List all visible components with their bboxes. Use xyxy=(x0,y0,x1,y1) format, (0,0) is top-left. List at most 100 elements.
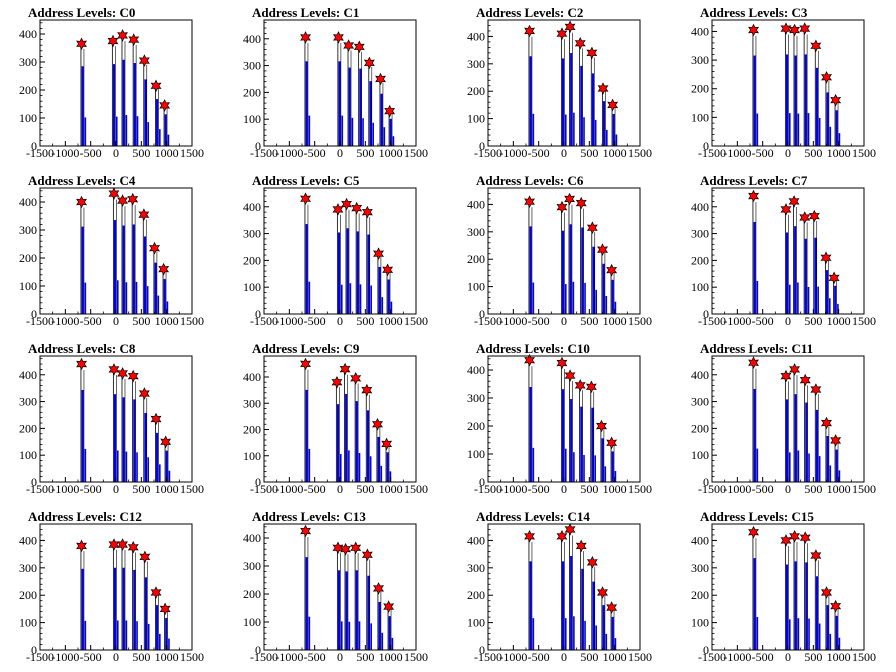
peak-marker-star xyxy=(606,436,618,450)
histogram-bar xyxy=(564,114,567,146)
histogram-bar xyxy=(386,452,389,482)
x-tick-label: 0 xyxy=(113,482,119,496)
x-tick-label: -1000 xyxy=(499,146,527,160)
x-tick-label: 1000 xyxy=(155,650,179,664)
x-tick-label: -500 xyxy=(304,650,326,664)
x-tick-label: 500 xyxy=(356,650,374,664)
histogram-bar xyxy=(834,285,837,314)
peak-marker-star xyxy=(300,192,312,206)
y-tick-label: 300 xyxy=(467,225,485,239)
histogram-bar xyxy=(835,110,838,146)
histogram-bar xyxy=(605,295,608,314)
histogram-bar xyxy=(355,401,358,482)
x-tick-label: 500 xyxy=(804,482,822,496)
x-tick-label: -500 xyxy=(304,146,326,160)
y-tick-label: 200 xyxy=(467,84,485,98)
x-tick-label: -1000 xyxy=(275,482,303,496)
histogram-bar xyxy=(573,616,575,650)
y-tick-label: 200 xyxy=(691,82,709,96)
histogram-bar xyxy=(584,620,586,650)
peak-marker-star xyxy=(341,197,352,211)
histogram-bar xyxy=(136,621,138,650)
histogram-bar xyxy=(154,262,157,314)
peak-marker-star xyxy=(585,380,597,394)
peak-marker-star xyxy=(799,211,811,224)
histogram-bar xyxy=(581,227,584,314)
x-tick-label: -500 xyxy=(528,650,550,664)
x-tick-label: 1500 xyxy=(404,650,428,664)
histogram-bar xyxy=(570,399,573,482)
peak-marker-star xyxy=(575,539,587,553)
x-tick-label: 500 xyxy=(132,314,150,328)
peak-marker-star xyxy=(556,356,568,370)
chart-panel: Address Levels: C11 0 100 200 300 400 -1500 -10… xyxy=(672,336,896,504)
peak-marker-star xyxy=(789,529,800,543)
histogram-bar xyxy=(348,621,351,650)
peak-marker-star xyxy=(138,208,150,221)
x-tick-label: -500 xyxy=(528,146,550,160)
histogram-bar xyxy=(146,286,149,314)
histogram-bar xyxy=(756,617,759,650)
x-tick-label: 1000 xyxy=(603,314,627,328)
histogram-bar xyxy=(788,284,791,314)
x-tick-label: -1500 xyxy=(474,650,502,664)
x-tick-label: 1000 xyxy=(827,650,851,664)
y-tick-label: 0 xyxy=(703,139,709,153)
peak-marker-star xyxy=(76,357,88,371)
histogram-bar xyxy=(370,623,372,650)
peak-marker-star xyxy=(128,33,140,46)
peak-marker-star xyxy=(127,192,139,206)
y-tick-label: 400 xyxy=(467,363,485,377)
histogram-bar xyxy=(532,282,535,314)
y-tick-label: 100 xyxy=(691,280,709,294)
y-tick-label: 200 xyxy=(243,423,261,437)
chart-title: Address Levels: C14 xyxy=(476,509,590,524)
x-tick-label: -1000 xyxy=(275,146,303,160)
x-tick-label: -1500 xyxy=(26,482,54,496)
x-tick-label: 1000 xyxy=(827,314,851,328)
y-tick-label: 300 xyxy=(243,59,261,73)
peak-marker-star xyxy=(748,23,760,37)
y-tick-label: 100 xyxy=(691,448,709,462)
histogram-bar xyxy=(370,285,372,314)
peak-marker-star xyxy=(76,37,88,51)
chart-panel: Address Levels: C15 0 100 200 300 400 -1500 -10… xyxy=(672,504,896,672)
histogram-bar xyxy=(785,564,789,650)
histogram-bar xyxy=(377,436,380,482)
x-tick-label: 0 xyxy=(337,650,343,664)
peak-marker-star xyxy=(339,362,351,376)
histogram-bar xyxy=(359,284,362,314)
y-tick-label: 100 xyxy=(467,112,485,126)
histogram-bar xyxy=(156,432,159,482)
y-tick-label: 400 xyxy=(467,29,485,43)
peak-marker-star xyxy=(76,195,88,209)
peak-marker-star xyxy=(300,524,312,538)
histogram-bar xyxy=(838,470,841,482)
peak-marker-star xyxy=(556,529,568,543)
y-tick-label: 200 xyxy=(19,251,37,265)
histogram-bar xyxy=(581,568,584,650)
peak-marker-star xyxy=(556,200,568,214)
x-tick-label: -1500 xyxy=(474,314,502,328)
histogram-bar xyxy=(570,555,573,650)
peak-marker-star xyxy=(372,582,385,595)
peak-marker-star xyxy=(107,34,119,48)
chart-panel: Address Levels: C12 0 100 200 300 400 -1500 -10… xyxy=(0,504,224,672)
histogram-bar xyxy=(147,122,149,146)
x-tick-label: 1000 xyxy=(827,482,851,496)
y-tick-label: 200 xyxy=(243,85,261,99)
histogram-bar xyxy=(605,633,608,650)
x-tick-label: 0 xyxy=(337,314,343,328)
x-tick-label: -1000 xyxy=(723,650,751,664)
peak-marker-star xyxy=(361,548,373,562)
histogram-bar xyxy=(572,281,575,314)
histogram-bar xyxy=(125,282,128,314)
histogram-bar xyxy=(392,136,395,146)
y-tick-label: 100 xyxy=(243,112,261,126)
peak-marker-star xyxy=(828,271,840,285)
histogram-bar xyxy=(305,557,308,650)
chart-title: Address Levels: C8 xyxy=(28,341,136,356)
y-tick-label: 400 xyxy=(243,200,261,214)
histogram-bar xyxy=(113,394,117,482)
histogram-bar xyxy=(351,117,354,146)
